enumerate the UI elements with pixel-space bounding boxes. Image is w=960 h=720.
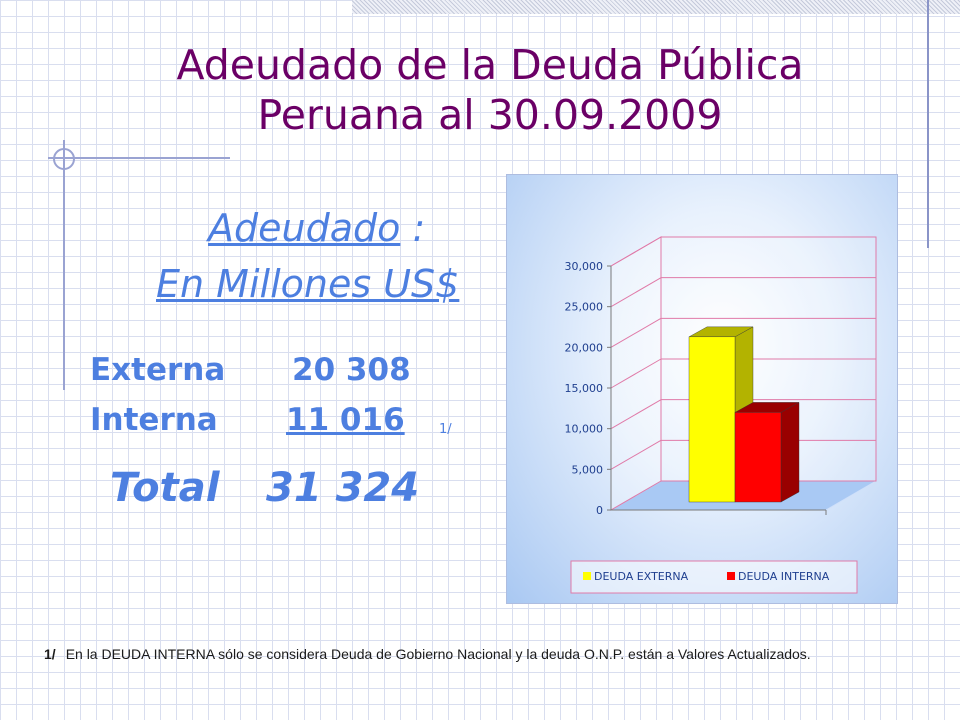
legend-deuda-interna-swatch xyxy=(727,572,735,580)
footnote: 1/En la DEUDA INTERNA sólo se considera … xyxy=(44,646,811,662)
y-tick-label: 15,000 xyxy=(565,382,604,395)
total-value: 31 324 xyxy=(266,465,420,511)
interna-value: 11 016 xyxy=(286,402,405,438)
footnote-text: En la DEUDA INTERNA sólo se considera De… xyxy=(65,646,811,662)
y-tick-label: 10,000 xyxy=(565,423,604,436)
y-tick-label: 5,000 xyxy=(572,463,604,476)
y-tick-label: 0 xyxy=(596,504,603,517)
footnote-mark: 1/ xyxy=(44,646,56,662)
bar-deuda-externa xyxy=(688,336,736,503)
legend-deuda-interna-label: DEUDA INTERNA xyxy=(738,570,830,583)
top-pattern-strip xyxy=(352,0,960,14)
gridline-side xyxy=(610,317,662,348)
total-label: Total xyxy=(110,465,220,511)
decorative-circle xyxy=(53,148,75,170)
chart-panel: 0 5,000 10,000 15,000 20,000 25,000 30,000 DEUD… xyxy=(506,174,898,604)
subtitle-colon: : xyxy=(400,206,426,250)
y-tick-label: 25,000 xyxy=(565,301,604,314)
subtitle-word: Adeudado xyxy=(208,206,401,250)
subtitle-line-2: En Millones US$ xyxy=(156,262,459,306)
legend-deuda-externa-swatch xyxy=(583,572,591,580)
bar-deuda-interna-side xyxy=(780,402,800,503)
decorative-line-left xyxy=(63,140,65,390)
gridline-side xyxy=(610,399,662,430)
y-tick-label: 30,000 xyxy=(565,260,604,273)
bar-deuda-interna xyxy=(734,412,782,503)
y-tick-label: 20,000 xyxy=(565,341,604,354)
subtitle-units: En Millones US$ xyxy=(156,262,460,306)
bar-chart: 0 5,000 10,000 15,000 20,000 25,000 30,000 DEUD… xyxy=(565,236,878,594)
gridline-side xyxy=(610,277,662,308)
externa-value: 20 308 xyxy=(292,352,411,388)
interna-note-mark: 1/ xyxy=(439,422,452,437)
decorative-line-right xyxy=(927,0,929,248)
decorative-line-horizontal xyxy=(48,157,230,159)
gridline-side xyxy=(610,236,662,267)
subtitle-line-1: Adeudado : xyxy=(208,206,425,250)
title-line-2: Peruana al 30.09.2009 xyxy=(257,91,723,139)
externa-label: Externa xyxy=(90,352,226,388)
gridline-side xyxy=(610,358,662,389)
title-line-1: Adeudado de la Deuda Pública xyxy=(176,41,804,89)
interna-value-wrapper: 11 016 xyxy=(254,402,405,438)
legend-box xyxy=(570,560,858,594)
slide-title: Adeudado de la Deuda Pública Peruana al … xyxy=(130,40,850,140)
legend-deuda-externa-label: DEUDA EXTERNA xyxy=(594,570,689,583)
interna-label: Interna xyxy=(90,402,218,438)
gridline-side xyxy=(610,439,662,470)
